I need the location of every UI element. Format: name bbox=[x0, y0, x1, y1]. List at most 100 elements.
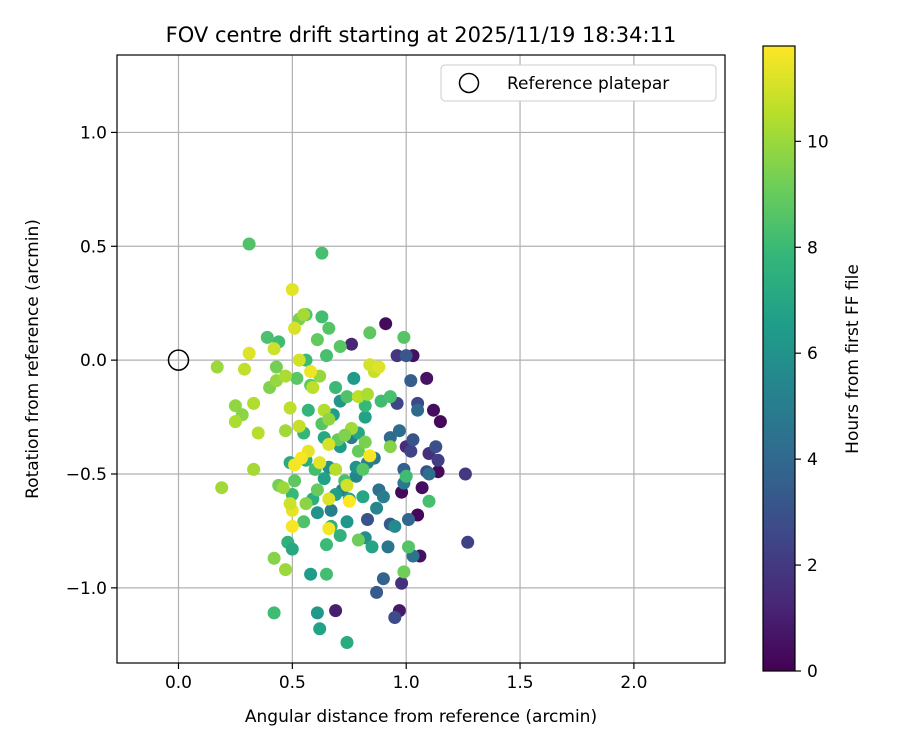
colorbar: 0 2 4 6 8 10 Hours from first FF file bbox=[762, 45, 863, 682]
data-point bbox=[329, 381, 343, 394]
data-point bbox=[379, 317, 393, 331]
data-point bbox=[238, 362, 251, 376]
y-tick-label: −0.5 bbox=[66, 465, 107, 485]
data-point bbox=[267, 551, 281, 565]
x-tick-label: 0.5 bbox=[279, 673, 306, 693]
x-tick-label: 2.0 bbox=[620, 673, 647, 693]
y-tick-label: 0.5 bbox=[80, 237, 107, 257]
data-point bbox=[395, 576, 409, 590]
data-point bbox=[320, 349, 333, 363]
data-point bbox=[310, 483, 324, 497]
data-point bbox=[358, 410, 372, 424]
data-point bbox=[351, 533, 365, 547]
data-point bbox=[322, 321, 336, 335]
data-point bbox=[279, 424, 292, 438]
data-point bbox=[247, 396, 261, 410]
data-point bbox=[299, 497, 313, 511]
data-point bbox=[310, 506, 324, 520]
data-point bbox=[404, 374, 418, 388]
data-point bbox=[461, 535, 475, 549]
data-point bbox=[411, 403, 425, 417]
data-point bbox=[397, 330, 411, 344]
colorbar-gradient bbox=[762, 45, 796, 672]
data-point bbox=[397, 565, 411, 579]
colorbar-tick-label: 4 bbox=[807, 450, 818, 470]
data-point bbox=[228, 399, 242, 413]
data-point bbox=[283, 401, 297, 415]
data-point bbox=[433, 415, 447, 429]
data-point bbox=[283, 497, 297, 511]
data-point bbox=[392, 424, 406, 438]
data-point bbox=[431, 453, 445, 467]
colorbar-tick-label: 8 bbox=[807, 238, 818, 258]
data-point bbox=[260, 330, 274, 344]
data-point bbox=[422, 494, 436, 508]
legend-label-reference: Reference platepar bbox=[507, 74, 669, 94]
data-point bbox=[361, 513, 374, 526]
data-point bbox=[356, 462, 370, 476]
data-point bbox=[313, 456, 327, 470]
data-point bbox=[210, 360, 224, 374]
data-point bbox=[276, 481, 290, 495]
data-point bbox=[402, 513, 415, 526]
legend-box bbox=[440, 64, 717, 102]
data-point bbox=[324, 503, 338, 517]
scatter-points bbox=[210, 237, 475, 649]
x-tick-label: 0.0 bbox=[165, 673, 192, 693]
data-point bbox=[320, 567, 333, 581]
data-point bbox=[329, 604, 343, 618]
data-point bbox=[372, 360, 386, 374]
data-point bbox=[415, 481, 429, 495]
data-point bbox=[376, 572, 390, 586]
data-point bbox=[422, 467, 436, 481]
data-point bbox=[285, 283, 299, 296]
y-axis-ticks: −1.0 −0.5 0.0 0.5 1.0 bbox=[66, 123, 117, 599]
data-point bbox=[279, 563, 292, 577]
colorbar-tick-label: 6 bbox=[807, 344, 818, 364]
y-tick-label: 0.0 bbox=[80, 351, 107, 371]
data-point bbox=[347, 371, 361, 385]
x-axis-label: Angular distance from reference (arcmin) bbox=[245, 707, 597, 727]
data-point bbox=[242, 237, 256, 251]
data-point bbox=[228, 415, 242, 429]
data-point bbox=[247, 462, 261, 476]
data-point bbox=[320, 538, 333, 552]
data-point bbox=[399, 349, 413, 363]
data-point bbox=[458, 467, 472, 481]
data-point bbox=[358, 435, 372, 449]
reference-platepar-marker bbox=[167, 349, 190, 371]
y-tick-label: −1.0 bbox=[66, 579, 107, 599]
data-point bbox=[370, 501, 384, 515]
data-point bbox=[322, 492, 336, 506]
data-point bbox=[279, 369, 292, 383]
data-point bbox=[340, 478, 354, 492]
data-point bbox=[333, 340, 347, 353]
data-point bbox=[365, 540, 379, 554]
data-point bbox=[288, 474, 302, 488]
data-point bbox=[290, 371, 304, 385]
data-point bbox=[322, 412, 336, 426]
data-point bbox=[333, 529, 347, 542]
legend: Reference platepar bbox=[440, 64, 717, 102]
data-point bbox=[429, 440, 443, 454]
x-tick-label: 1.5 bbox=[507, 673, 534, 693]
data-point bbox=[285, 542, 299, 556]
x-axis-ticks: 0.0 0.5 1.0 1.5 2.0 bbox=[165, 663, 647, 693]
y-tick-label: 1.0 bbox=[80, 123, 107, 143]
data-point bbox=[399, 469, 413, 483]
data-point bbox=[340, 390, 354, 404]
data-point bbox=[376, 490, 390, 504]
data-point bbox=[315, 246, 329, 260]
data-point bbox=[242, 346, 256, 360]
data-point bbox=[329, 462, 343, 476]
colorbar-tick-label: 10 bbox=[807, 132, 829, 152]
data-point bbox=[322, 522, 336, 536]
chart-title: FOV centre drift starting at 2025/11/19 … bbox=[166, 23, 677, 47]
colorbar-label: Hours from first FF file bbox=[843, 264, 863, 454]
data-point bbox=[297, 308, 311, 322]
data-point bbox=[294, 451, 308, 465]
data-point bbox=[292, 419, 306, 433]
data-point bbox=[345, 337, 358, 351]
data-point bbox=[288, 321, 302, 335]
